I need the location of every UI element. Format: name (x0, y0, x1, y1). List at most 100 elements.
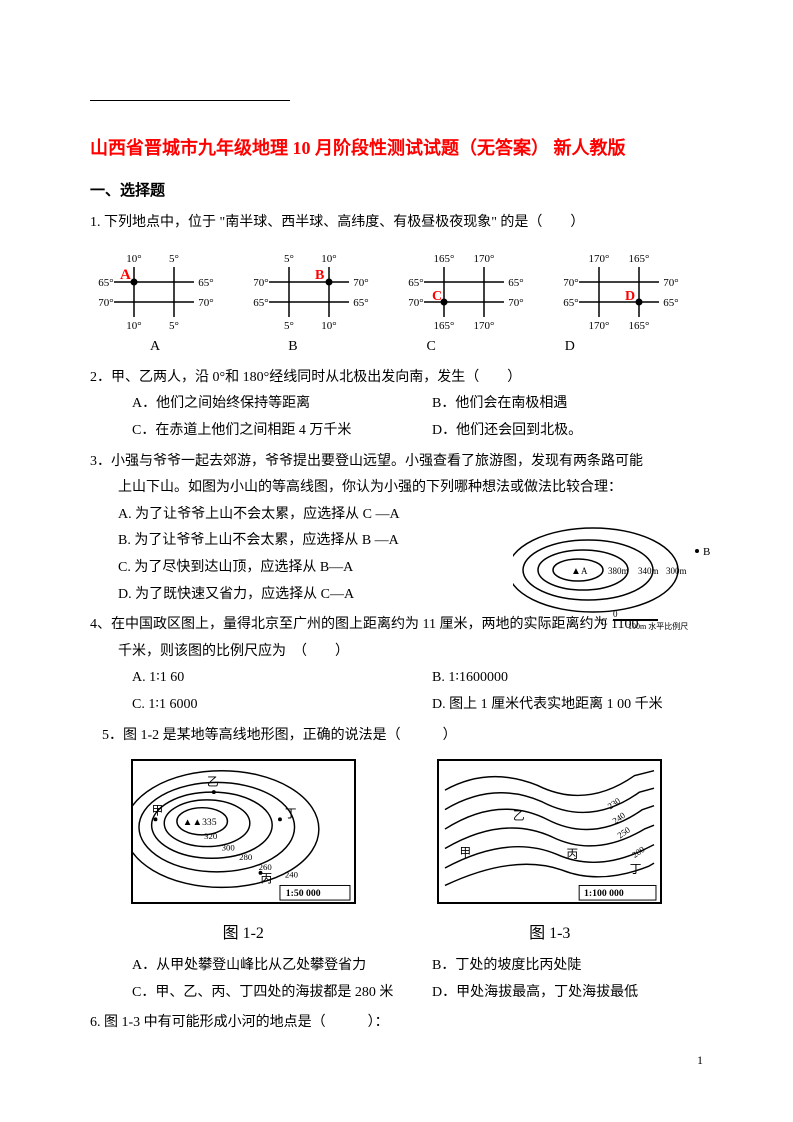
q1-letters: A B C D (90, 334, 703, 361)
svg-text:丁: 丁 (630, 863, 642, 876)
q3-stem2: 上山下山。如图为小山的等高线图，你认为小强的下列哪种想法或做法比较合理： (90, 475, 703, 502)
svg-text:170°: 170° (474, 253, 495, 265)
svg-text:5°: 5° (169, 320, 179, 332)
svg-text:1:50 000: 1:50 000 (286, 888, 321, 899)
svg-text:165°: 165° (629, 253, 650, 265)
q5-stem: 5．图 1-2 是某地等高线地形图，正确的说法是（ ） (90, 723, 703, 750)
svg-text:170°: 170° (474, 320, 495, 332)
svg-text:65°: 65° (663, 297, 678, 309)
question-1: 1. 下列地点中，位于 "南半球、西半球、高纬度、有极昼极夜现象" 的是（ ） … (90, 210, 703, 361)
svg-text:240: 240 (611, 810, 628, 826)
q5-a: A．从甲处攀登山峰比从乙处攀登省力 (132, 953, 432, 980)
svg-text:D: D (625, 289, 635, 304)
svg-text:A: A (581, 566, 588, 576)
svg-text:丁: 丁 (285, 808, 297, 821)
svg-text:70°: 70° (198, 297, 213, 309)
figure-1-2: ▲ ▲335 乙 甲 丁 丙 320 300 280 260 240 1:50 … (128, 759, 358, 949)
question-5: 5．图 1-2 是某地等高线地形图，正确的说法是（ ） ▲ ▲335 乙 甲 丁… (90, 723, 703, 1007)
grid-c-svg: 165° 170° 65° 70° 65° 70° 165° 170° C (404, 242, 544, 332)
svg-text:C: C (432, 289, 442, 304)
fig12-caption: 图 1-2 (128, 919, 358, 949)
grid-d-svg: 170° 165° 70° 65° 70° 65° 170° 165° D (559, 242, 699, 332)
svg-text:70°: 70° (563, 277, 578, 289)
svg-text:65°: 65° (408, 277, 423, 289)
grid-b-svg: 5° 10° 70° 65° 70° 65° 5° 10° B (249, 242, 389, 332)
svg-text:300m: 300m (666, 566, 687, 576)
q1-c: C (427, 334, 565, 361)
svg-text:5°: 5° (284, 320, 294, 332)
svg-text:65°: 65° (508, 277, 523, 289)
svg-text:丙: 丙 (567, 848, 579, 861)
q4-stem2: 千米，则该图的比例尺应为 （ ） (90, 639, 703, 666)
svg-text:丙: 丙 (260, 873, 272, 886)
svg-text:10°: 10° (321, 253, 336, 265)
question-2: 2．甲、乙两人，沿 0°和 180°经线同时从北极出发向南，发生（ ） A．他们… (90, 365, 703, 445)
q4-d: D. 图上 1 厘米代表实地距离 1 00 千米 (432, 692, 663, 719)
svg-text:10°: 10° (321, 320, 336, 332)
svg-text:70°: 70° (353, 277, 368, 289)
svg-text:10°: 10° (126, 320, 141, 332)
svg-text:65°: 65° (253, 297, 268, 309)
svg-text:280: 280 (239, 852, 253, 862)
grid-c: 165° 170° 65° 70° 65° 70° 165° 170° C (404, 242, 544, 332)
grid-d: 170° 165° 70° 65° 70° 65° 170° 165° D (559, 242, 699, 332)
svg-text:B: B (703, 546, 710, 558)
svg-text:320: 320 (204, 831, 218, 841)
q5-c: C．甲、乙、丙、丁四处的海拔都是 280 米 (132, 980, 432, 1007)
grid-b: 5° 10° 70° 65° 70° 65° 5° 10° B (249, 242, 389, 332)
q3-stem1: 3．小强与爷爷一起去郊游，爷爷提出要登山远望。小强查看了旅游图，发现有两条路可能 (90, 449, 703, 476)
q1-b: B (288, 334, 426, 361)
q5-d: D．甲处海拔最高，丁处海拔最低 (432, 980, 638, 1007)
svg-text:0: 0 (613, 609, 618, 619)
q2-d: D．他们还会回到北极。 (432, 418, 582, 445)
svg-text:380m: 380m (608, 566, 629, 576)
svg-text:乙: 乙 (513, 810, 525, 823)
svg-text:B: B (315, 268, 324, 283)
svg-text:65°: 65° (353, 297, 368, 309)
q2-a: A．他们之间始终保持等距离 (132, 391, 432, 418)
section-header: 一、选择题 (90, 177, 703, 206)
q1-a: A (150, 334, 288, 361)
header-rule (90, 100, 290, 101)
svg-text:A: A (120, 267, 131, 283)
svg-text:70°: 70° (408, 297, 423, 309)
svg-text:▲: ▲ (182, 817, 192, 828)
q2-stem: 2．甲、乙两人，沿 0°和 180°经线同时从北极出发向南，发生（ ） (90, 365, 703, 392)
svg-text:65°: 65° (98, 277, 113, 289)
svg-text:甲: 甲 (151, 805, 163, 818)
svg-text:70°: 70° (663, 277, 678, 289)
svg-text:70°: 70° (98, 297, 113, 309)
svg-text:170°: 170° (589, 253, 610, 265)
question-6: 6. 图 1-3 中有可能形成小河的地点是（ ）： (90, 1010, 703, 1037)
svg-text:▲335: ▲335 (192, 817, 216, 828)
q4-b: B. 1∶1600000 (432, 665, 508, 692)
q1-d: D (565, 334, 703, 361)
svg-text:340m: 340m (638, 566, 659, 576)
svg-text:甲: 甲 (460, 846, 472, 859)
q4-c: C. 1∶1 6000 (132, 692, 432, 719)
svg-text:200: 200 (630, 844, 647, 860)
q1-grids: 10° 5° 65° 70° 65° 70° 10° 5° A 5° 10° (90, 242, 703, 332)
svg-text:250: 250 (616, 825, 633, 841)
grid-a: 10° 5° 65° 70° 65° 70° 10° 5° A (94, 242, 234, 332)
q3-figure: ▲ A 380m 340m 300m B C 0 100m 水平比例尺 (513, 525, 713, 630)
svg-text:乙: 乙 (207, 775, 219, 788)
document-title: 山西省晋城市九年级地理 10 月阶段性测试试题（无答案） 新人教版 (90, 131, 703, 165)
q2-c: C．在赤道上他们之间相距 4 万千米 (132, 418, 432, 445)
q1-stem: 1. 下列地点中，位于 "南半球、西半球、高纬度、有极昼极夜现象" 的是（ ） (90, 210, 703, 237)
svg-text:10°: 10° (126, 253, 141, 265)
svg-text:▲: ▲ (571, 566, 581, 577)
svg-text:170°: 170° (589, 320, 610, 332)
svg-text:300: 300 (221, 843, 235, 853)
svg-text:65°: 65° (563, 297, 578, 309)
page-number: 1 (697, 1049, 703, 1072)
svg-text:70°: 70° (508, 297, 523, 309)
svg-text:260: 260 (258, 862, 272, 872)
svg-text:5°: 5° (169, 253, 179, 265)
svg-text:65°: 65° (198, 277, 213, 289)
svg-text:165°: 165° (434, 320, 455, 332)
svg-text:C: C (601, 617, 608, 628)
fig13-caption: 图 1-3 (435, 919, 665, 949)
q4-a: A. 1∶1 60 (132, 665, 432, 692)
q6-stem: 6. 图 1-3 中有可能形成小河的地点是（ ）： (90, 1010, 703, 1037)
